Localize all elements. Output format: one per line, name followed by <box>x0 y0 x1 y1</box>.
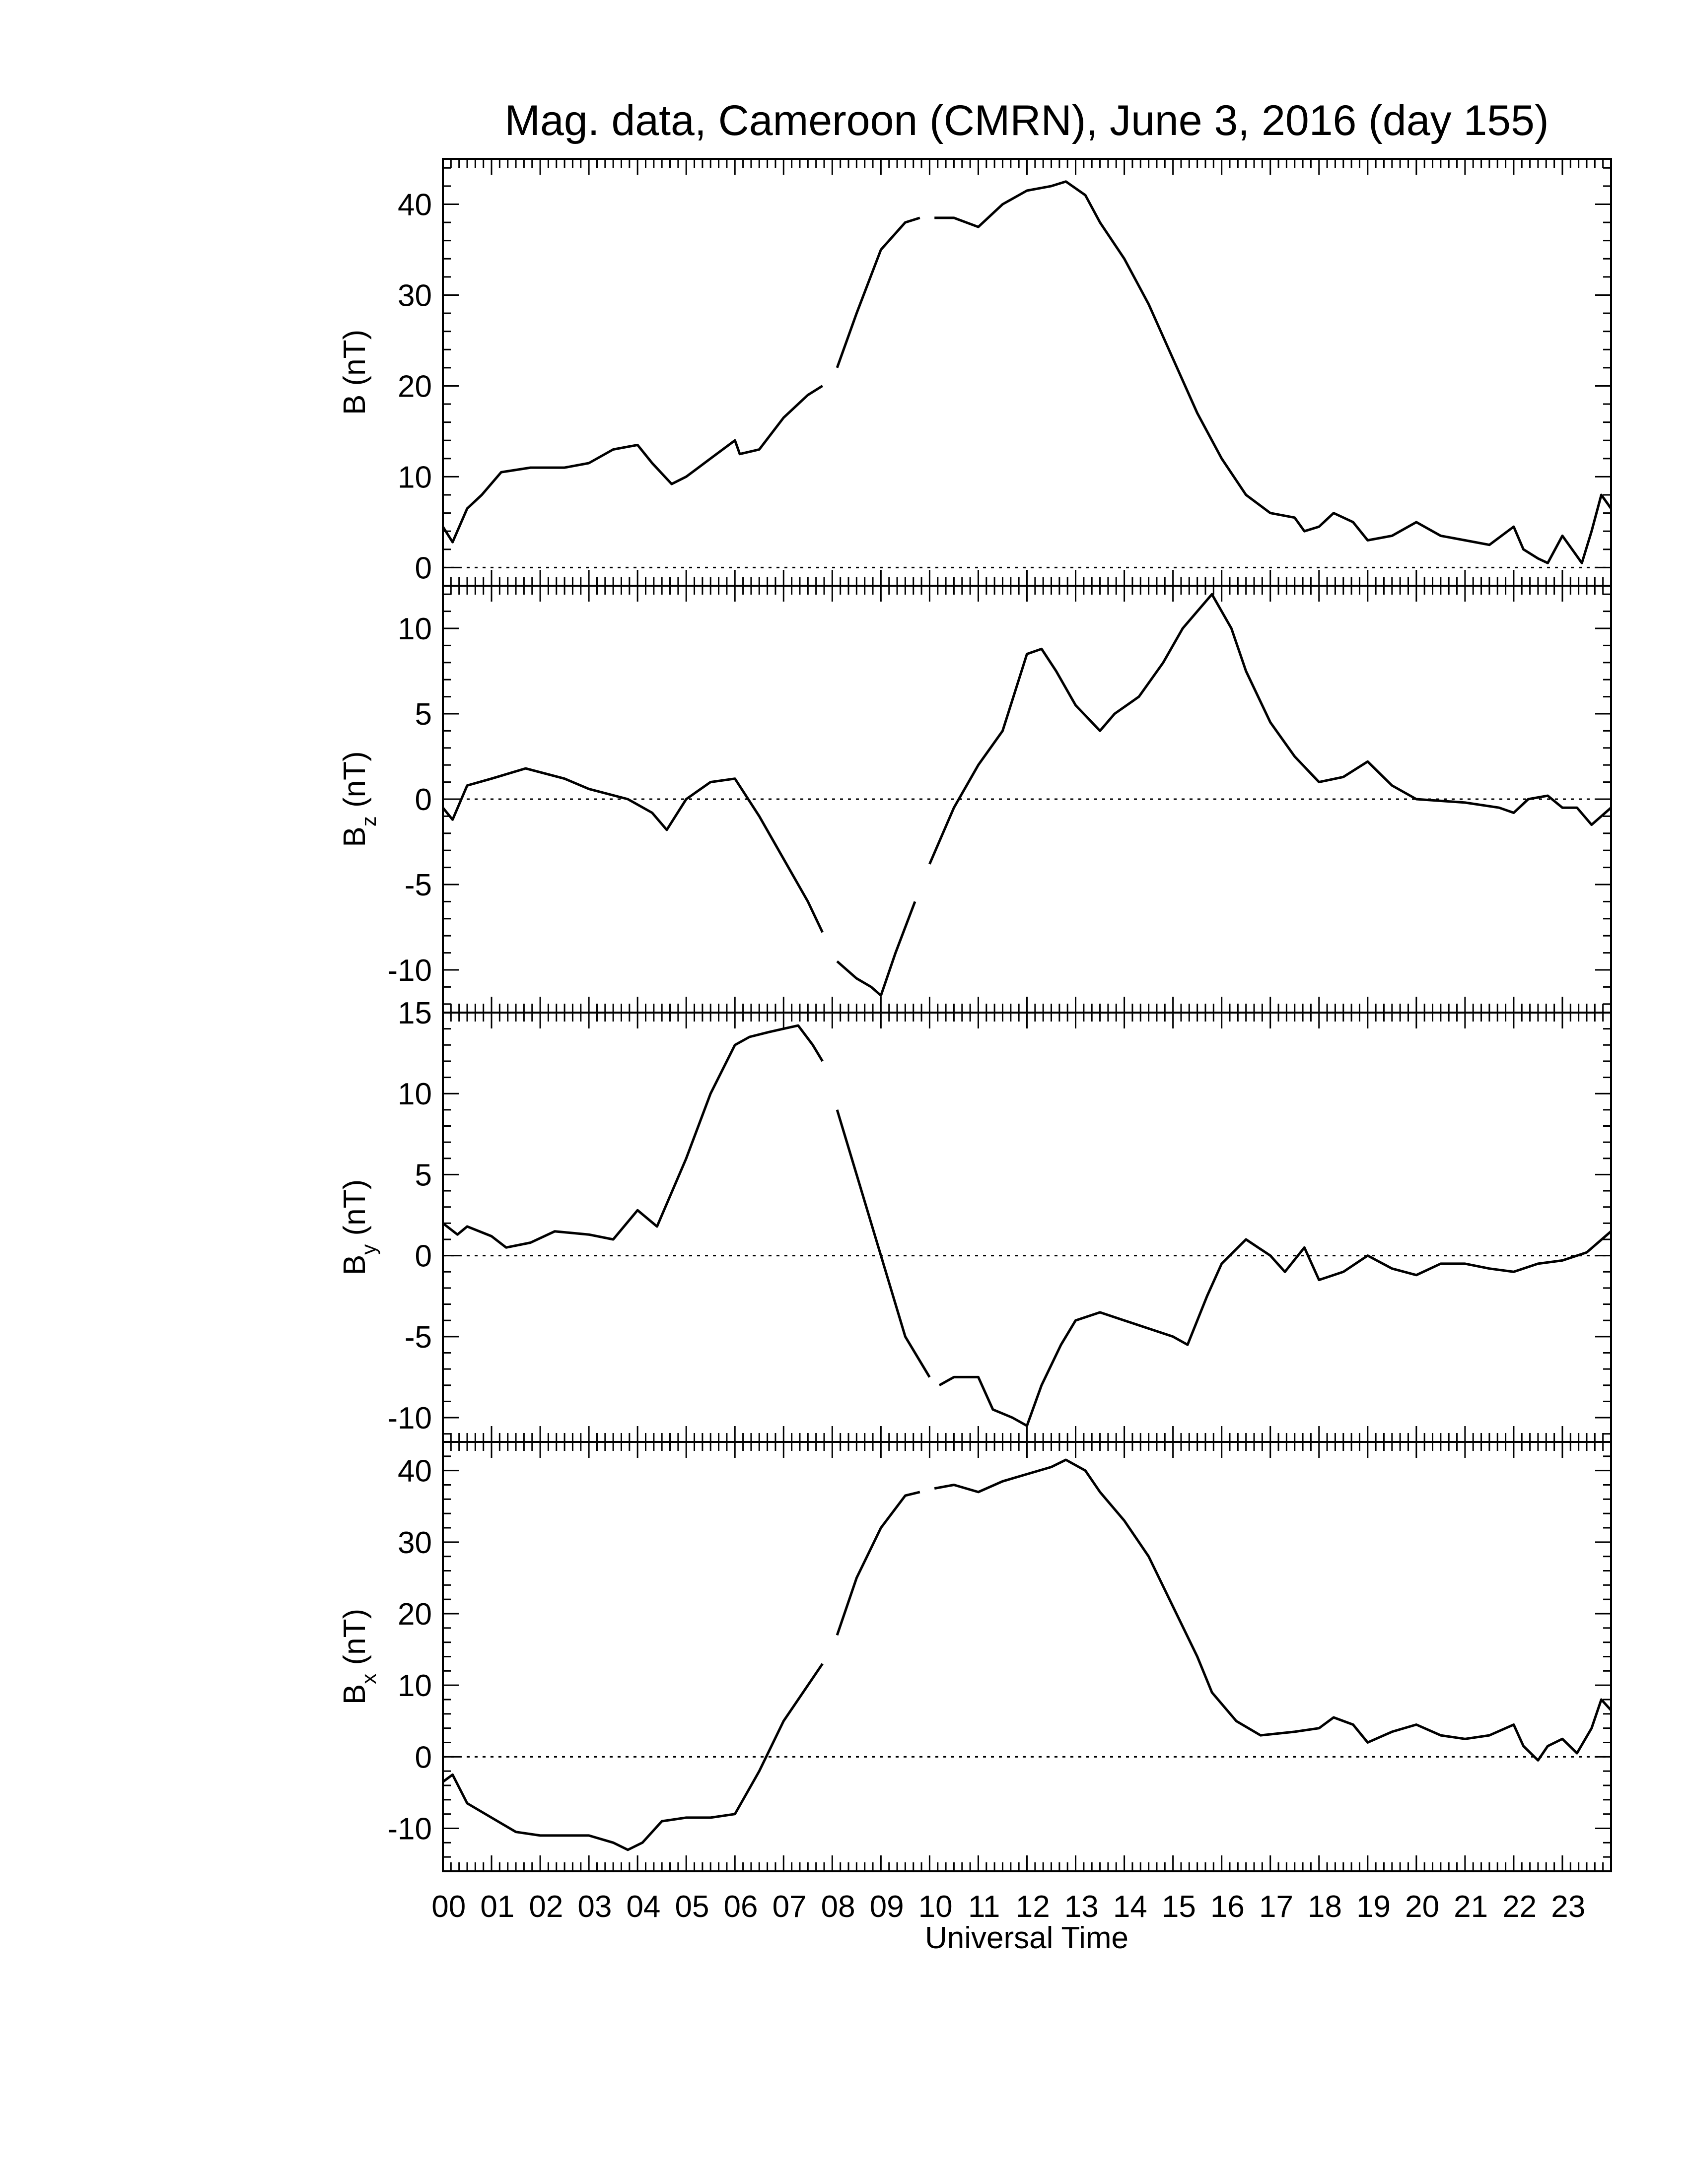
y-tick-label: 30 <box>398 278 432 313</box>
y-tick-label: -10 <box>387 1401 432 1435</box>
y-label-subscript: z <box>357 816 380 826</box>
data-trace-Bx <box>442 1458 1612 1851</box>
x-tick-label: 18 <box>1308 1890 1342 1924</box>
y-tick-label: 5 <box>415 697 432 732</box>
x-tick-label: 20 <box>1405 1890 1439 1924</box>
y-axis-label-By: By (nT) <box>338 1179 380 1275</box>
x-axis-label: Universal Time <box>925 1921 1128 1955</box>
y-tick-label: 10 <box>398 460 432 494</box>
x-tick-label: 02 <box>529 1890 563 1924</box>
y-tick-label: 0 <box>415 783 432 817</box>
x-tick-label: 19 <box>1356 1890 1391 1924</box>
x-tick-label: 16 <box>1210 1890 1245 1924</box>
y-tick-label: 0 <box>415 551 432 585</box>
panel-frame-Bx <box>442 1441 1612 1872</box>
y-tick-label: 30 <box>398 1526 432 1560</box>
x-tick-label: 11 <box>968 1890 1000 1924</box>
y-tick-label: 10 <box>398 1669 432 1703</box>
x-tick-label: 09 <box>870 1890 904 1924</box>
x-tick-label: 15 <box>1162 1890 1196 1924</box>
y-tick-label: -5 <box>405 1320 432 1355</box>
y-label-main: B <box>338 395 372 415</box>
y-tick-label: 20 <box>398 369 432 404</box>
y-label-main: B <box>338 826 372 847</box>
y-label-main: B <box>338 1684 372 1705</box>
y-label-subscript: y <box>357 1244 380 1255</box>
data-trace-B <box>441 180 1613 564</box>
y-tick-label: 20 <box>398 1597 432 1632</box>
x-tick-label: 12 <box>1016 1890 1050 1924</box>
x-tick-label: 23 <box>1551 1890 1585 1924</box>
y-tick-label: -10 <box>387 1812 432 1846</box>
y-tick-label: 10 <box>398 1077 432 1111</box>
x-tick-label: 03 <box>577 1890 612 1924</box>
x-tick-label: 13 <box>1064 1890 1099 1924</box>
y-tick-label: 40 <box>398 1454 432 1489</box>
y-label-unit: (nT) <box>338 1179 372 1244</box>
y-label-subscript: x <box>357 1674 380 1684</box>
x-tick-label: 06 <box>724 1890 758 1924</box>
panel-Bx: -10 0 10 20 30 40 Bx (nT) <box>338 1441 1612 1872</box>
panel-Bz: -10 -5 0 5 10 Bz (nT) <box>338 585 1612 1014</box>
panel-frame-B <box>442 158 1612 587</box>
x-tick-label: 21 <box>1454 1890 1488 1924</box>
data-trace-Bz <box>442 593 1612 997</box>
y-label-main: B <box>338 1255 372 1275</box>
x-tick-label: 14 <box>1113 1890 1147 1924</box>
y-tick-label: 5 <box>415 1158 432 1192</box>
data-trace-By <box>442 1024 1612 1427</box>
chart-title: Mag. data, Cameroon (CMRN), June 3, 2016… <box>504 97 1548 144</box>
y-label-unit: (nT) <box>338 1609 372 1674</box>
y-label-unit: (nT) <box>338 330 372 395</box>
y-tick-label: 10 <box>398 612 432 646</box>
x-tick-label: 04 <box>626 1890 660 1924</box>
x-tick-label: 05 <box>675 1890 709 1924</box>
y-label-unit: (nT) <box>338 751 372 816</box>
x-tick-label: 17 <box>1259 1890 1293 1924</box>
y-axis-label-B: B (nT) <box>338 330 372 415</box>
x-tick-label: 22 <box>1502 1890 1537 1924</box>
y-tick-label: 0 <box>415 1239 432 1274</box>
panel-B: 0 10 20 30 40 B (nT) <box>338 158 1613 587</box>
y-tick-label: 40 <box>398 188 432 222</box>
x-tick-label: 08 <box>821 1890 855 1924</box>
y-tick-label: 15 <box>398 996 432 1030</box>
panel-frame-By <box>442 1012 1612 1443</box>
x-tick-label: 00 <box>431 1890 466 1924</box>
x-tick-labels: 00 01 02 03 04 05 06 07 08 09 10 11 12 13 14 15 16 17 18 19… <box>431 1890 1585 1924</box>
x-tick-label: 07 <box>773 1890 807 1924</box>
y-tick-label: 0 <box>415 1740 432 1774</box>
x-tick-label: 01 <box>480 1890 514 1924</box>
y-tick-label: -5 <box>405 868 432 902</box>
y-axis-label-Bz: Bz (nT) <box>338 751 380 847</box>
y-tick-label: -10 <box>387 954 432 988</box>
panels-group: 0 10 20 30 40 B (nT) -10 -5 0 5 10 Bz (nT) -10 -5 0 5 10… <box>338 158 1613 1872</box>
panel-By: -10 -5 0 5 10 15 By (nT) <box>338 996 1612 1443</box>
x-tick-label: 10 <box>918 1890 953 1924</box>
y-axis-label-Bx: Bx (nT) <box>338 1609 380 1705</box>
